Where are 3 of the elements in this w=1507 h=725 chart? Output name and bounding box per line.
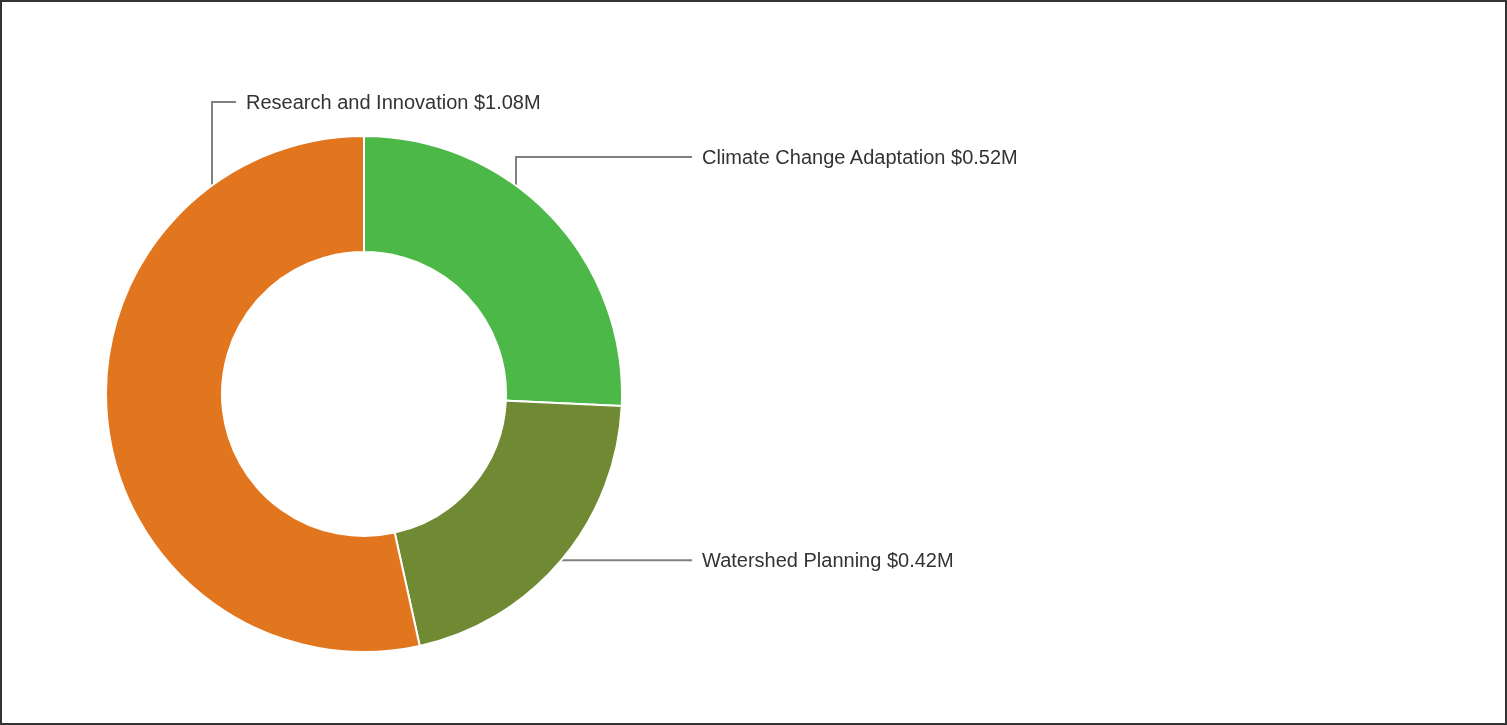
- slice-label: Research and Innovation $1.08M: [246, 91, 541, 113]
- slice-label: Climate Change Adaptation $0.52M: [702, 146, 1018, 168]
- slice-label: Watershed Planning $0.42M: [702, 549, 954, 572]
